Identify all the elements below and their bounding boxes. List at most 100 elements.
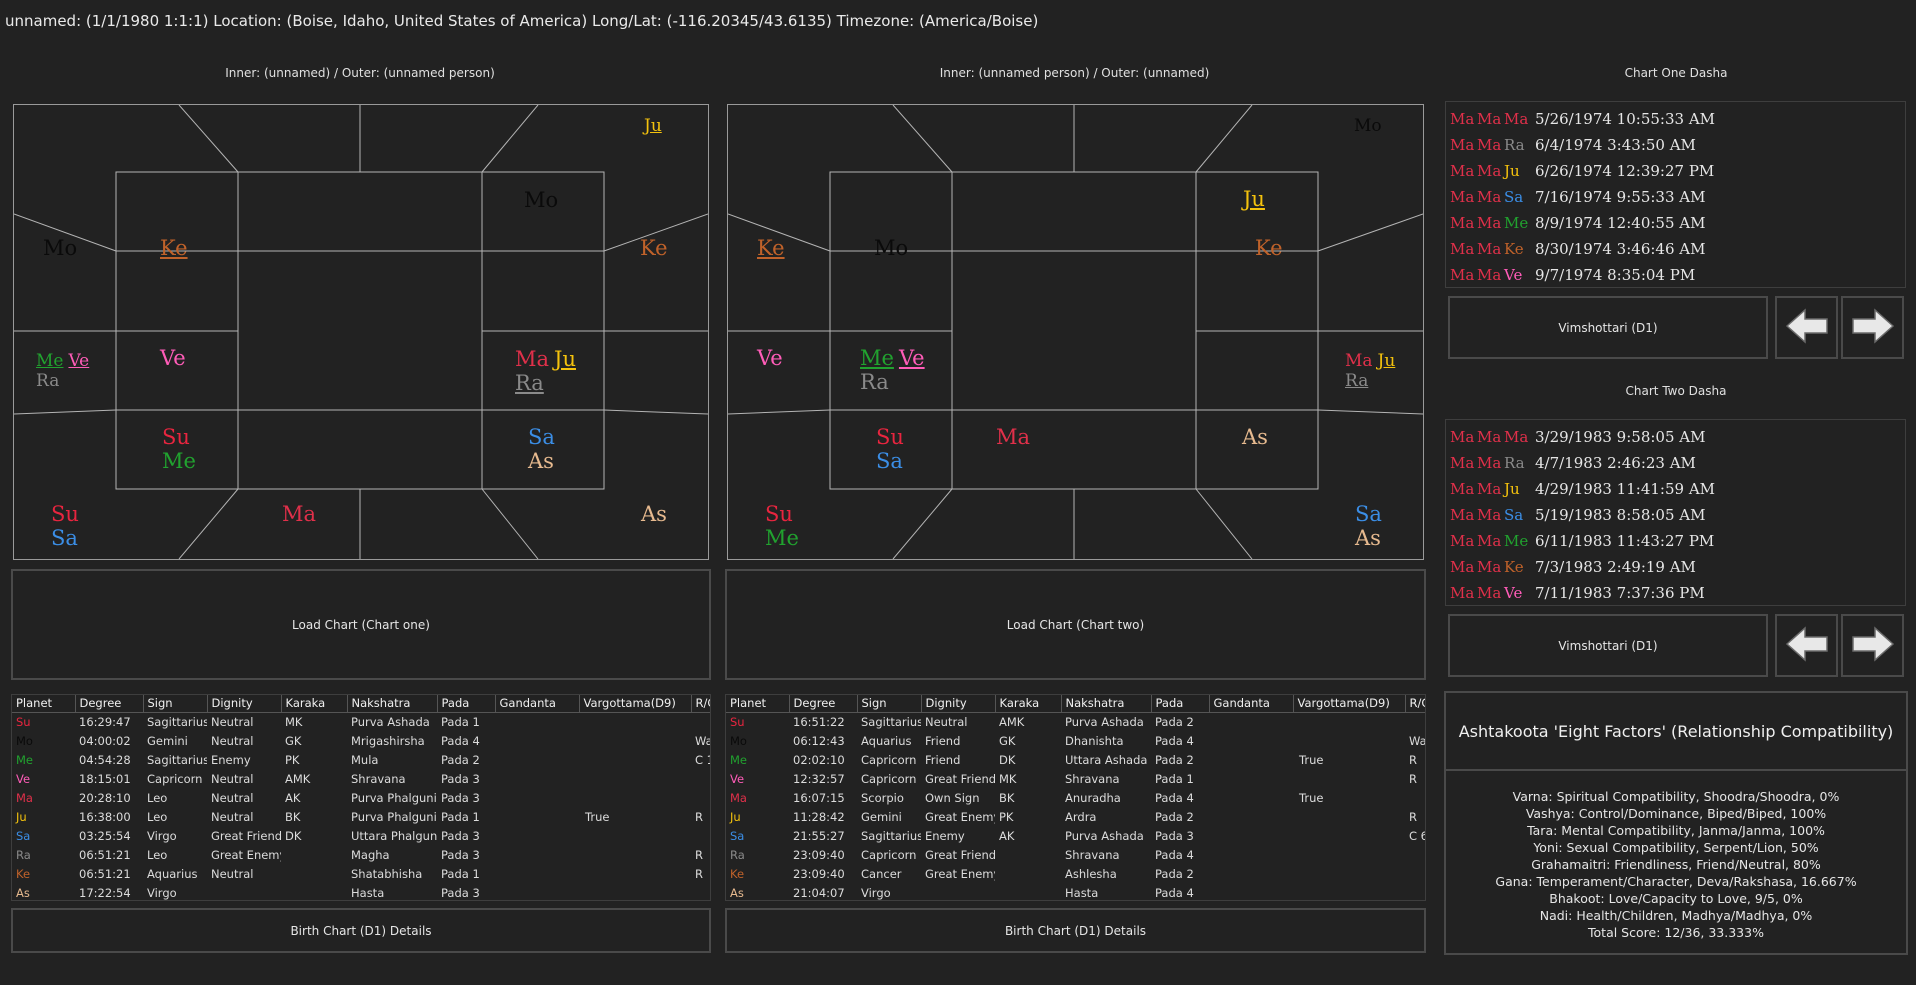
dasha-row[interactable]: Ma Ma Ju 4/29/1983 11:41:59 AM [1446,476,1905,502]
table-cell: Pada 2 [1155,809,1194,824]
dasha-row[interactable]: Ma Ma Ra 6/4/1974 3:43:50 AM [1446,132,1905,158]
planet-glyph: Sa [876,449,903,473]
column-header[interactable]: Dignity [921,695,996,713]
planet-cell: Ju [16,809,27,824]
ashtakoota-results: Varna: Spiritual Compatibility, Shoodra/… [1444,771,1908,955]
column-header[interactable]: Vargottama(D9) [1293,695,1406,713]
planet-glyph: Ma [996,425,1031,449]
column-header[interactable]: Gandanta [495,695,580,713]
table-cell: MK [999,771,1017,786]
table-cell: Great Friend [211,828,281,843]
table-row: Ju 11:28:42 Gemini Great Enemy PK Ardra Pada 2… [726,807,1425,826]
table-cell: Pada 4 [1155,847,1194,862]
table-cell: Ashlesha [1065,866,1117,881]
table-cell [495,750,579,769]
column-header[interactable]: Pada [437,695,496,713]
column-header[interactable]: Nakshatra [1061,695,1152,713]
chart-one-diagram: Ju Mo Mo Ke Ke Me Ve Ra Ve Ma Ju Ra Su Me Sa As Su Sa Ma As [13,104,709,560]
chart-one-dasha-prev-button[interactable] [1775,296,1838,359]
planet-cell: Sa As [1355,504,1387,549]
table-cell [579,712,691,731]
planet-glyph: Ve [68,351,90,371]
column-header[interactable]: Degree [789,695,858,713]
table-cell: 06:51:21 [79,847,131,862]
column-header[interactable]: Dignity [207,695,282,713]
chart-two-dasha-prev-button[interactable] [1775,614,1838,677]
dasha-row[interactable]: Ma Ma Ve 9/7/1974 8:35:04 PM [1446,262,1905,288]
planet-cell: Ve [730,771,745,786]
table-cell [579,788,691,807]
column-header[interactable]: Vargottama(D9) [579,695,692,713]
dasha-planet: Ma [1477,240,1502,258]
column-header[interactable]: Planet [12,695,76,713]
column-header[interactable]: Sign [857,695,922,713]
planet-glyph: Ke [757,236,785,260]
table-cell: 12:32:57 [793,771,845,786]
dasha-row[interactable]: Ma Ma Ma 5/26/1974 10:55:33 AM [1446,106,1905,132]
column-header[interactable]: Sign [143,695,208,713]
table-row: As 17:22:54 Virgo Hasta Pada 3 [12,883,710,900]
table-cell [1209,750,1293,769]
dasha-row[interactable]: Ma Ma Ke 8/30/1974 3:46:46 AM [1446,236,1905,262]
ashtakoota-line: Bhakoot: Love/Capacity to Love, 9/5, 0% [1549,891,1803,906]
dasha-row[interactable]: Ma Ma Sa 7/16/1974 9:55:33 AM [1446,184,1905,210]
planet-cell: Me Ve Ra [36,353,94,390]
table-cell: Hasta [1065,885,1099,900]
table-cell: Neutral [925,714,968,729]
chart-one-dasha-system-button[interactable]: Vimshottari (D1) [1448,296,1768,359]
table-cell: Great Friend [925,771,995,786]
table-cell: Capricorn [861,847,917,862]
planet-cell: Mo [524,190,563,211]
dasha-row[interactable]: Ma Ma Me 6/11/1983 11:43:27 PM [1446,528,1905,554]
column-header[interactable]: Degree [75,695,144,713]
dasha-row[interactable]: Ma Ma Ra 4/7/1983 2:46:23 AM [1446,450,1905,476]
dasha-row[interactable]: Ma Ma Me 8/9/1974 12:40:55 AM [1446,210,1905,236]
table-cell [579,750,691,769]
dasha-planet: Ma [1477,558,1502,576]
table-cell [1209,769,1293,788]
table-cell [1293,712,1405,731]
chart-two-details-button[interactable]: Birth Chart (D1) Details [725,908,1426,953]
column-header[interactable]: Planet [726,695,790,713]
dasha-row[interactable]: Ma Ma Ve 7/11/1983 7:37:36 PM [1446,580,1905,606]
chart-two-dasha-system-button[interactable]: Vimshottari (D1) [1448,614,1768,677]
dasha-row[interactable]: Ma Ma Ju 6/26/1974 12:39:27 PM [1446,158,1905,184]
table-cell [207,883,281,900]
dasha-planet: Ma [1450,162,1475,180]
dasha-date: 7/16/1974 9:55:33 AM [1535,188,1706,206]
table-cell: Pada 1 [441,809,480,824]
planet-cell: Me [16,752,33,767]
dasha-row[interactable]: Ma Ma Ma 3/29/1983 9:58:05 AM [1446,424,1905,450]
load-chart-one-button[interactable]: Load Chart (Chart one) [11,569,711,680]
column-header[interactable]: R/C/ [1405,695,1425,713]
table-cell: Neutral [211,790,254,805]
dasha-date: 6/4/1974 3:43:50 AM [1535,136,1696,154]
dasha-row[interactable]: Ma Ma Sa 5/19/1983 8:58:05 AM [1446,502,1905,528]
column-header[interactable]: Gandanta [1209,695,1294,713]
dasha-planet: Ma [1477,214,1502,232]
load-chart-two-button[interactable]: Load Chart (Chart two) [725,569,1426,680]
planet-cell: Ke [1255,238,1288,259]
chart-one-details-button[interactable]: Birth Chart (D1) Details [11,908,711,953]
planet-cell: Mo [43,238,82,259]
chart-two-dasha-next-button[interactable] [1841,614,1904,677]
table-cell: AMK [999,714,1025,729]
dasha-row[interactable]: Ma Ma Ke 7/3/1983 2:49:19 AM [1446,554,1905,580]
table-cell: Wax [695,733,710,748]
column-header[interactable]: Karaka [995,695,1062,713]
column-header[interactable]: Nakshatra [347,695,438,713]
table-cell: Purva Ashada [351,714,430,729]
table-cell: Friend [925,733,961,748]
dasha-planet: Ma [1450,240,1475,258]
planet-glyph: Su [876,425,904,449]
table-cell [1293,883,1405,900]
chart-one-dasha-next-button[interactable] [1841,296,1904,359]
table-cell: Own Sign [925,790,980,805]
dasha-planet: Ju [1504,162,1520,180]
table-cell [579,769,691,788]
planet-cell: Ma [282,504,321,525]
planet-glyph: Sa [528,425,555,449]
column-header[interactable]: Pada [1151,695,1210,713]
column-header[interactable]: R/C/ [691,695,710,713]
column-header[interactable]: Karaka [281,695,348,713]
